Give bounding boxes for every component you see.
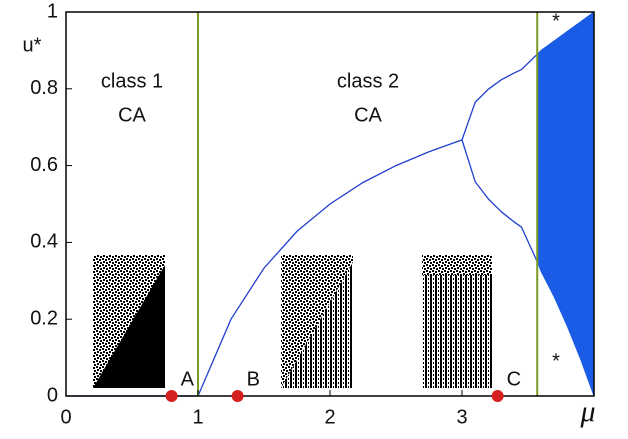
x-tick-label: 0 bbox=[60, 406, 71, 428]
annotation: class 2 bbox=[337, 70, 399, 92]
x-axis-label: μ bbox=[579, 395, 595, 428]
annotation: * bbox=[552, 10, 560, 32]
branch-line bbox=[461, 139, 538, 262]
x-tick-label: 2 bbox=[324, 406, 335, 428]
ca-image bbox=[422, 255, 492, 388]
y-tick-label: 0.6 bbox=[30, 154, 58, 176]
x-tick-label: 1 bbox=[192, 406, 203, 428]
y-tick-label: 1 bbox=[47, 0, 58, 22]
marker-label: B bbox=[247, 368, 260, 390]
y-tick-label: 0.4 bbox=[30, 231, 58, 253]
branch-line bbox=[197, 139, 463, 397]
y-tick-label: 0.2 bbox=[30, 307, 58, 329]
annotation: CA bbox=[118, 104, 146, 126]
x-tick-label: 3 bbox=[456, 406, 467, 428]
marker-dot bbox=[491, 390, 504, 402]
ca-image-region bbox=[281, 262, 353, 388]
annotation: CA bbox=[354, 104, 382, 126]
annotation: * bbox=[552, 350, 560, 372]
y-tick-label: 0.8 bbox=[30, 77, 58, 99]
branch-line bbox=[461, 53, 538, 141]
marker-label: A bbox=[181, 368, 195, 390]
annotation: class 1 bbox=[101, 70, 163, 92]
marker-dot bbox=[231, 390, 244, 402]
marker-label: C bbox=[507, 368, 521, 390]
ca-image-region bbox=[93, 265, 165, 388]
y-tick-label: 0 bbox=[47, 384, 58, 406]
y-axis-label: u* bbox=[23, 34, 42, 56]
chaotic-band bbox=[536, 11, 595, 397]
marker-dot bbox=[165, 390, 178, 402]
ca-thumbnails bbox=[93, 255, 492, 388]
ca-image-region bbox=[422, 255, 492, 275]
